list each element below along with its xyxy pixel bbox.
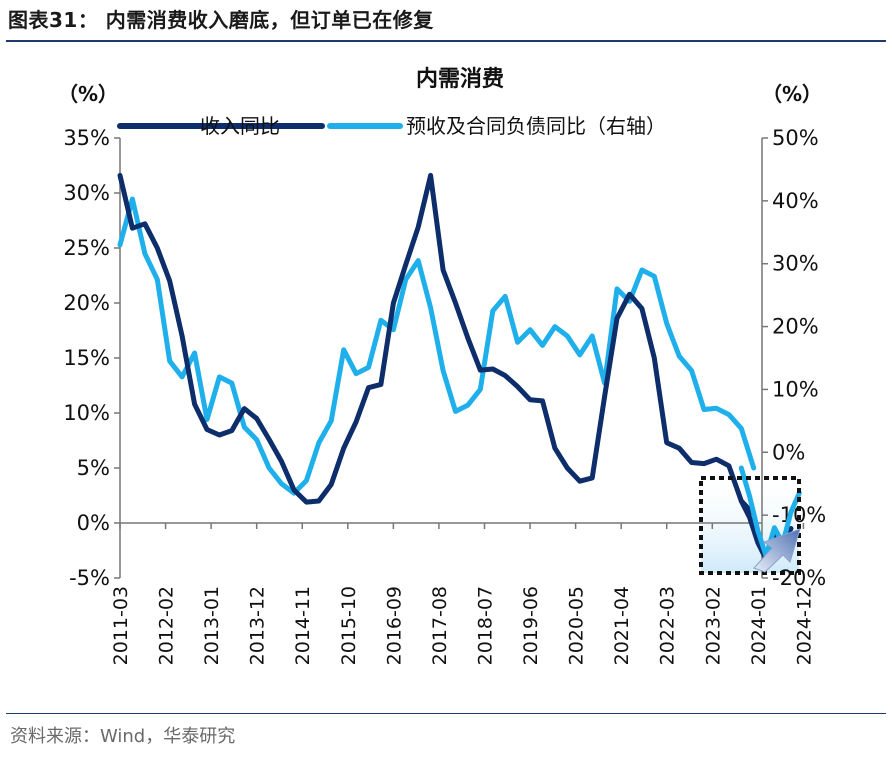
x-tick-label: 2020-05 bbox=[566, 586, 588, 665]
x-tick-label: 2017-08 bbox=[429, 586, 451, 665]
x-tick-label: 2019-06 bbox=[520, 586, 542, 665]
right-tick-label: 10% bbox=[772, 377, 819, 401]
orders-yoy-line bbox=[117, 196, 757, 496]
left-tick-label: 0% bbox=[77, 511, 110, 535]
x-tick-label: 2012-02 bbox=[156, 586, 178, 665]
legend-label-income: 收入同比 bbox=[200, 114, 280, 138]
x-tick-label: 2021-04 bbox=[611, 586, 633, 665]
left-tick-label: 25% bbox=[63, 236, 110, 260]
x-tick-label: 2018-07 bbox=[474, 586, 496, 665]
bottom-divider bbox=[6, 713, 886, 714]
upward-arrow-icon bbox=[753, 528, 801, 573]
right-tick-label: 0% bbox=[772, 440, 805, 464]
x-tick-label: 2024-12 bbox=[793, 586, 815, 665]
figure-title: 图表31： 内需消费收入磨底，但订单已在修复 bbox=[8, 8, 434, 32]
right-tick-label: 50% bbox=[772, 126, 819, 150]
source-note: 资料来源：Wind，华泰研究 bbox=[10, 726, 236, 747]
x-tick-label: 2015-10 bbox=[338, 586, 360, 665]
right-axis-unit: （%） bbox=[762, 82, 822, 106]
left-tick-label: 15% bbox=[63, 346, 110, 370]
x-tick-label: 2023-02 bbox=[702, 586, 724, 665]
left-tick-label: 35% bbox=[63, 126, 110, 150]
left-tick-label: 20% bbox=[63, 291, 110, 315]
x-tick-label: 2011-03 bbox=[110, 586, 132, 665]
left-tick-label: -5% bbox=[69, 566, 110, 590]
x-tick-label: 2024-01 bbox=[748, 586, 770, 665]
left-axis-unit: （%） bbox=[58, 82, 118, 106]
income-yoy-line bbox=[117, 172, 757, 517]
right-tick-label: 40% bbox=[772, 189, 819, 213]
x-tick-label: 2013-01 bbox=[201, 586, 223, 665]
x-tick-label: 2014-11 bbox=[292, 586, 314, 665]
x-tick-label: 2013-12 bbox=[247, 586, 269, 665]
x-tick-label: 2022-03 bbox=[657, 586, 679, 665]
right-tick-label: 20% bbox=[772, 315, 819, 339]
left-tick-label: 30% bbox=[63, 181, 110, 205]
legend-label-orders: 预收及合同负债同比（右轴） bbox=[406, 114, 666, 138]
x-tick-label: 2016-09 bbox=[383, 586, 405, 665]
right-tick-label: 30% bbox=[772, 252, 819, 276]
left-tick-label: 10% bbox=[63, 401, 110, 425]
left-tick-label: 5% bbox=[77, 456, 110, 480]
highlight-box bbox=[699, 476, 801, 575]
top-divider bbox=[6, 40, 886, 42]
chart-title: 内需消费 bbox=[416, 67, 504, 92]
